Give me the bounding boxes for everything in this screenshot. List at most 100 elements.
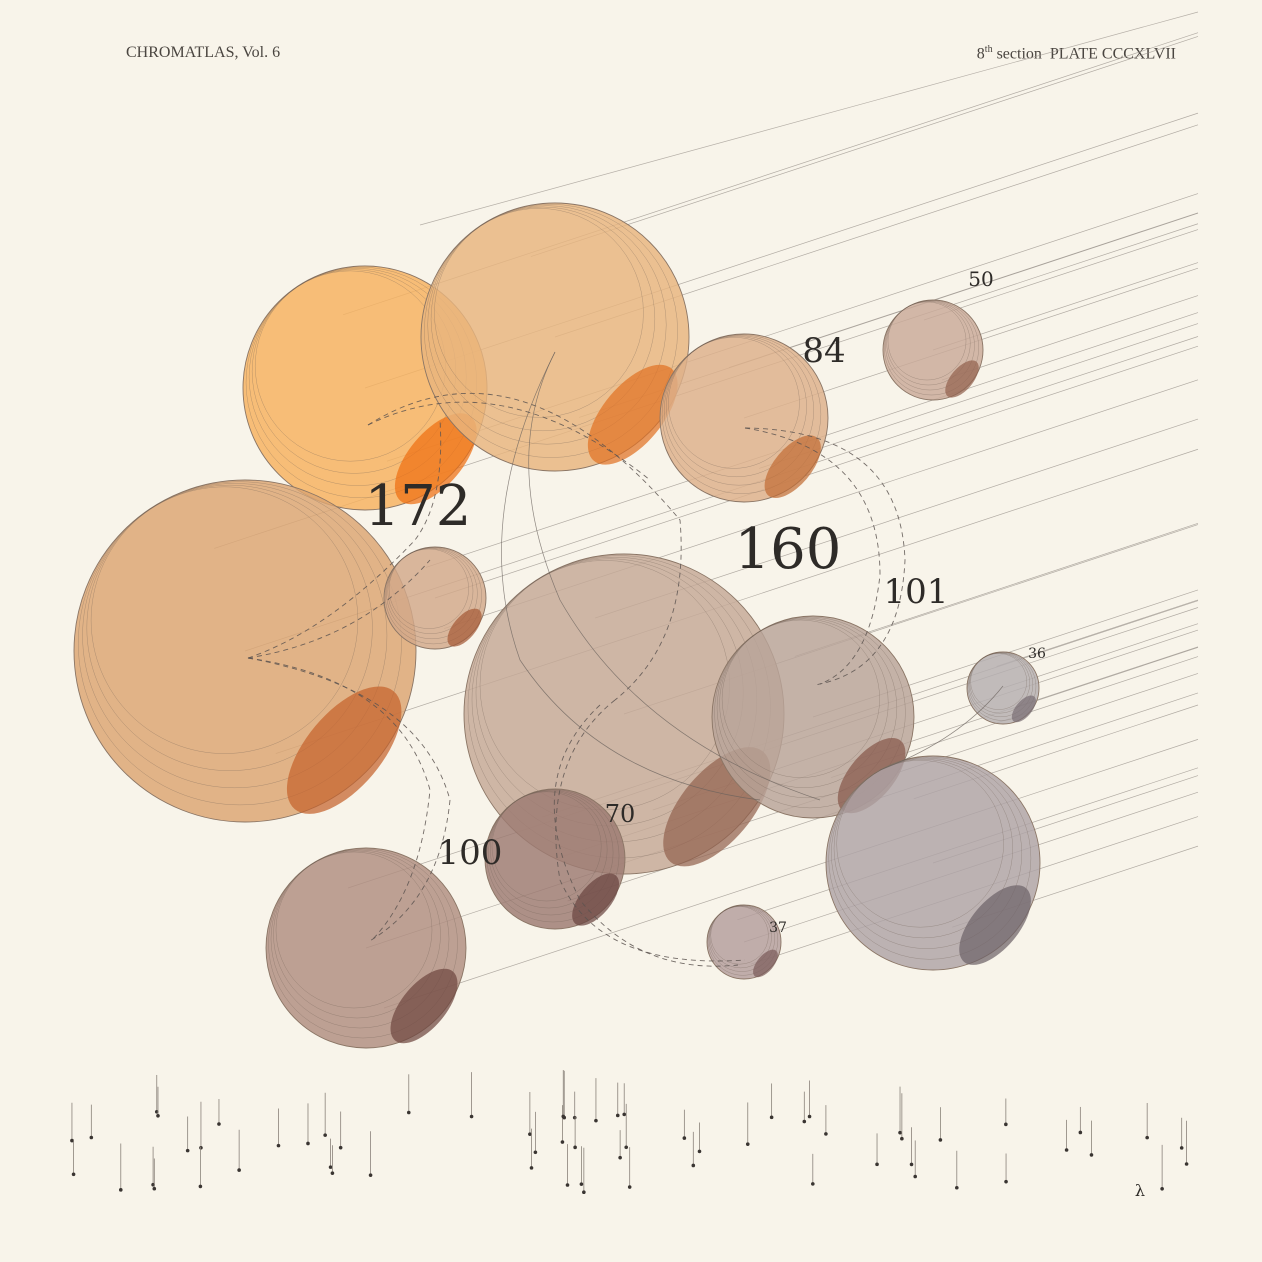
bubble-ring <box>86 484 373 771</box>
bubble-ring <box>714 616 906 809</box>
bubble-ring <box>273 850 441 1019</box>
bubble-ring <box>709 905 772 969</box>
bubble-ring <box>488 790 614 916</box>
bubble-ring <box>668 337 800 469</box>
bubble-shadow <box>587 364 678 465</box>
connector-curve <box>528 351 821 801</box>
bubble-shadow <box>1011 695 1036 723</box>
bubble <box>265 847 467 1049</box>
guide-line <box>941 295 1199 381</box>
tick-dot <box>152 1186 157 1191</box>
tick-dot <box>1145 1135 1149 1140</box>
tick-dot <box>913 1174 918 1179</box>
bubble-value-label: 36 <box>1028 646 1046 662</box>
bubble <box>420 202 690 472</box>
bubble-value-label: 160 <box>735 517 842 582</box>
bubble-value-label: 101 <box>884 572 949 612</box>
tick-dot <box>579 1182 584 1186</box>
bubble-ring <box>721 619 880 778</box>
connector-arc <box>367 392 682 701</box>
connector-arc <box>367 401 651 481</box>
bubble-value-label: 100 <box>438 833 503 873</box>
bubble-ring <box>836 760 1004 928</box>
bubble-ring <box>885 300 975 391</box>
bubble-ring <box>78 481 402 806</box>
tick-dot <box>627 1185 632 1189</box>
tick-dot <box>276 1143 281 1148</box>
bubble-ring <box>887 301 967 381</box>
connector-arc <box>247 419 442 659</box>
guide-line <box>530 36 1199 257</box>
connector-curve <box>501 351 761 801</box>
bubble <box>659 333 829 503</box>
bubble-ring <box>430 206 656 432</box>
tick-dot <box>217 1122 221 1126</box>
connector-arc <box>744 427 906 686</box>
bubble <box>73 479 417 823</box>
bubble-shadow <box>764 435 821 499</box>
guide-line <box>728 212 1199 368</box>
bubble-value-label: 172 <box>365 474 472 539</box>
tick-dot <box>198 1184 203 1189</box>
guide-line <box>996 599 1199 667</box>
tick-dot <box>469 1114 474 1119</box>
bubble-ring <box>716 617 898 799</box>
guide-line <box>1009 647 1199 710</box>
tick-dot <box>1078 1130 1083 1135</box>
tick-dot <box>573 1145 577 1150</box>
tick-dot <box>811 1182 815 1186</box>
tick-dot <box>1160 1186 1164 1191</box>
tick-dot <box>745 1142 750 1146</box>
bubble-shadow <box>572 873 620 926</box>
bubble <box>966 651 1040 725</box>
tick-dot <box>624 1145 629 1150</box>
tick-dot <box>1004 1179 1008 1184</box>
tick-dot <box>561 1114 566 1119</box>
bubble-ring <box>663 335 814 486</box>
bubble-ring <box>884 300 979 396</box>
bubble-value-label: 50 <box>968 267 993 291</box>
bubble-ring <box>710 906 769 965</box>
tick-dot <box>622 1112 627 1117</box>
tick-dot <box>697 1149 702 1154</box>
guide-line <box>434 345 1199 599</box>
bubble <box>383 546 487 650</box>
tick-dot <box>824 1132 828 1136</box>
tick-dot <box>306 1141 310 1146</box>
bubble-ring <box>434 208 644 418</box>
bubble-shadow <box>753 949 778 978</box>
tick-dot <box>615 1113 620 1118</box>
tick-dot <box>938 1138 943 1142</box>
guide-line <box>759 323 1199 469</box>
bubble <box>706 904 782 980</box>
bubble-ring <box>833 758 1013 939</box>
bubble-ring <box>661 334 822 494</box>
tick-dot <box>898 1130 902 1135</box>
bubble-group <box>73 202 1041 1049</box>
bubble <box>484 788 626 930</box>
bubble-ring <box>424 204 678 458</box>
bubble-value-label: 70 <box>605 800 636 828</box>
tick-dot <box>582 1190 586 1195</box>
tick-dot <box>802 1119 807 1124</box>
tick-dot <box>691 1163 696 1168</box>
bubble-ring <box>886 301 971 386</box>
bubble-shadow <box>286 686 402 814</box>
bubble-ring <box>388 548 469 629</box>
tick-dot <box>875 1162 879 1167</box>
bubble-shadow <box>394 413 477 505</box>
guide-line <box>419 11 1199 226</box>
bubble-value-labels: 172 160 84 50 101 36 70 100 37 <box>365 267 1046 936</box>
bubble-ring <box>831 757 1023 949</box>
tick-dot <box>89 1135 94 1140</box>
connector-arc <box>247 657 431 941</box>
bubble-ring <box>270 849 450 1029</box>
tick-dot <box>406 1110 411 1115</box>
tick-dot <box>199 1145 203 1150</box>
guide-line <box>923 229 1199 321</box>
bubble-ring <box>719 618 889 788</box>
bubble <box>825 755 1041 971</box>
bubble-value-label: 37 <box>769 920 787 936</box>
tick-dot <box>70 1138 74 1143</box>
connector-arc <box>247 657 451 943</box>
